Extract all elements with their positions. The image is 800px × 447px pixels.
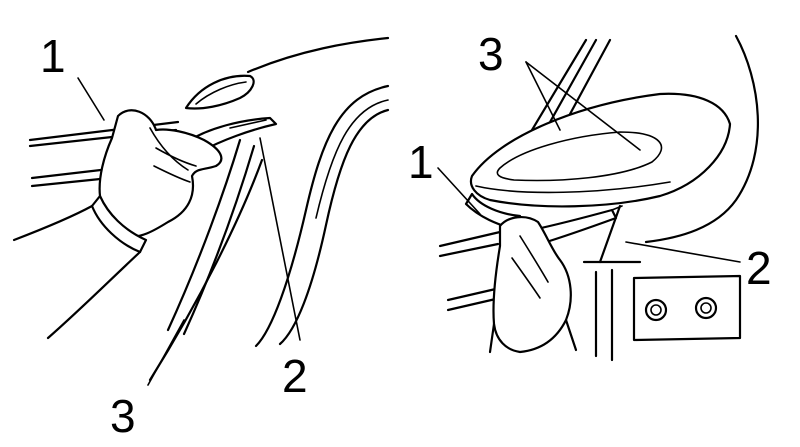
leader-2-left: [259, 137, 301, 341]
left-illustration: [12, 36, 390, 386]
callout-2-left: 2: [282, 350, 308, 402]
mirror-glass: [496, 131, 663, 182]
door-pillar-left: [166, 138, 242, 332]
callout-2-right: 2: [746, 242, 772, 294]
right-illustration: [437, 34, 759, 362]
leader-1-right: [437, 167, 481, 215]
door-line-upper: [438, 230, 502, 248]
bracket-plate: [632, 274, 742, 342]
bolt-1: [644, 298, 668, 322]
callout-1-left: 1: [40, 30, 66, 82]
bolt-2: [694, 296, 718, 320]
door-line-lower: [446, 286, 502, 302]
sealant-tool-right: [530, 208, 618, 246]
window-frame-inner: [278, 108, 390, 346]
body-curve-right: [644, 34, 759, 244]
callout-3-right: 3: [478, 28, 504, 80]
leader-3-left: [147, 319, 185, 386]
callout-1-right: 1: [408, 136, 434, 188]
leader-1-left: [77, 77, 105, 121]
left-forearm: [12, 204, 94, 242]
leader-3-right: [525, 61, 561, 131]
window-frame-outer: [254, 84, 390, 348]
roof-curve: [246, 36, 390, 74]
leader-2-right: [625, 241, 741, 263]
left-gloved-hand: [98, 109, 223, 238]
mirror-housing: [184, 74, 255, 110]
mirror-body: [469, 92, 732, 208]
callout-3-left: 3: [110, 390, 136, 442]
